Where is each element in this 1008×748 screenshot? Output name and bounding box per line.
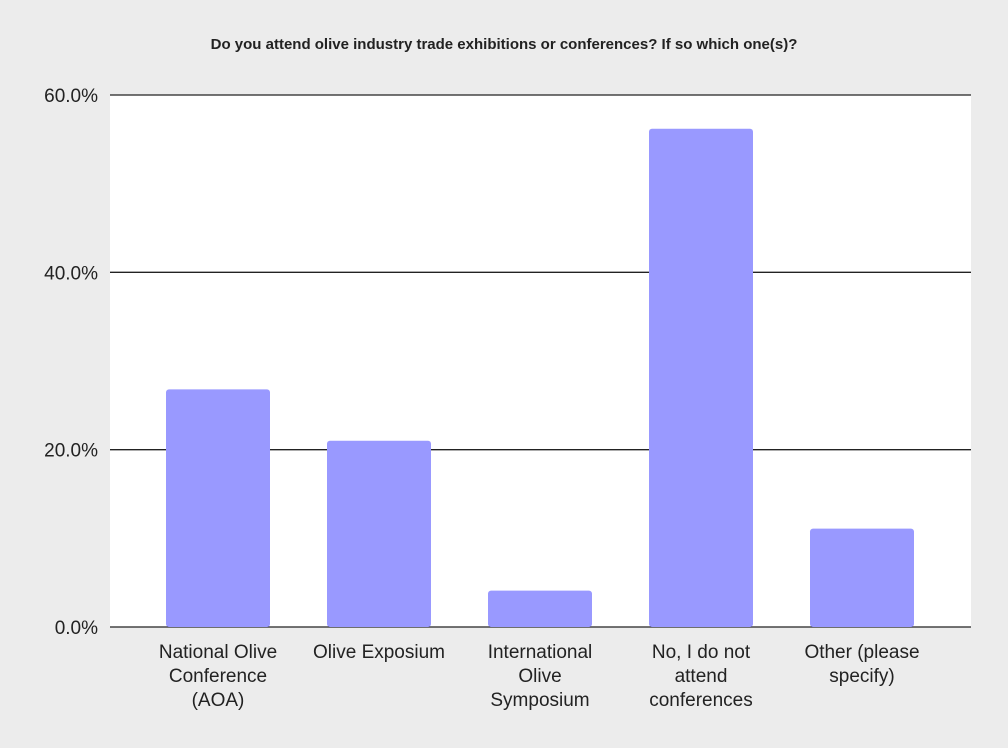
bar [488, 590, 592, 627]
x-category-label: International Olive Symposium [488, 642, 593, 711]
bar [810, 528, 914, 627]
bar [166, 389, 270, 627]
x-category-label: National Olive Conference (AOA) [159, 642, 277, 711]
y-tick-label: 60.0% [44, 86, 98, 107]
y-tick-label: 40.0% [44, 263, 98, 284]
y-axis-tick-labels: 0.0% 20.0% 40.0% 60.0% [44, 86, 98, 639]
y-tick-label: 20.0% [44, 441, 98, 462]
x-category-label: No, I do not attend conferences [649, 642, 753, 711]
x-category-label: Olive Exposium [313, 642, 445, 663]
bar [327, 440, 431, 627]
x-axis-category-labels: National Olive Conference (AOA) Olive Expos… [159, 642, 920, 711]
bars [166, 128, 914, 627]
bar [649, 128, 753, 627]
y-tick-label: 0.0% [55, 618, 98, 639]
chart-title: Do you attend olive industry trade exhib… [210, 36, 798, 53]
x-category-label: Other (please specify) [804, 642, 919, 687]
